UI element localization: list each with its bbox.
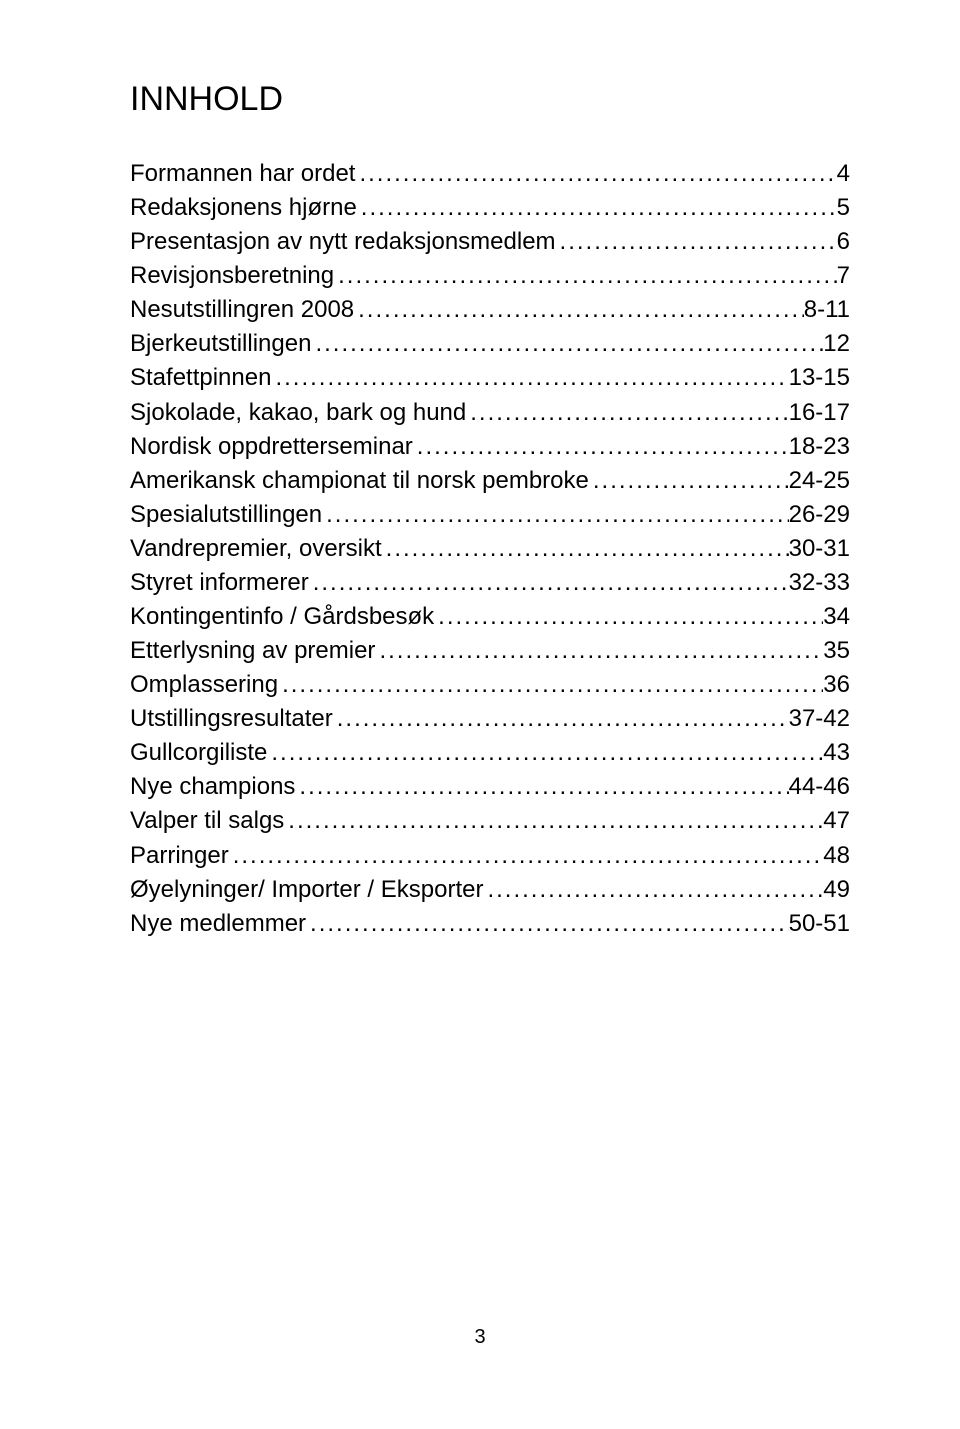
toc-label: Kontingentinfo / Gårdsbesøk xyxy=(130,600,434,634)
toc-row: Presentasjon av nytt redaksjonsmedlem 6 xyxy=(130,225,850,259)
toc-page: 34 xyxy=(823,600,850,634)
toc-row: Spesialutstillingen 26-29 xyxy=(130,498,850,532)
toc-row: Utstillingsresultater 37-42 xyxy=(130,702,850,736)
toc-label: Nye medlemmer xyxy=(130,907,306,941)
toc-dots xyxy=(434,600,823,634)
toc-page: 30-31 xyxy=(789,532,850,566)
toc-page: 47 xyxy=(823,804,850,838)
toc-row: Nye medlemmer 50-51 xyxy=(130,907,850,941)
toc-row: Bjerkeutstillingen 12 xyxy=(130,327,850,361)
toc-label: Omplassering xyxy=(130,668,278,702)
toc-page: 36 xyxy=(823,668,850,702)
toc-page: 5 xyxy=(837,191,850,225)
toc-label: Nordisk oppdretterseminar xyxy=(130,430,413,464)
toc-dots xyxy=(284,804,823,838)
toc-row: Nye champions 44-46 xyxy=(130,770,850,804)
toc-row: Parringer 48 xyxy=(130,839,850,873)
page-title: INNHOLD xyxy=(130,80,850,119)
toc-page: 4 xyxy=(837,157,850,191)
toc-dots xyxy=(267,736,823,770)
toc-dots xyxy=(322,498,788,532)
toc-label: Sjokolade, kakao, bark og hund xyxy=(130,396,466,430)
toc-page: 37-42 xyxy=(789,702,850,736)
toc-label: Styret informerer xyxy=(130,566,309,600)
toc-dots xyxy=(354,293,804,327)
toc-dots xyxy=(334,259,837,293)
toc-page: 24-25 xyxy=(789,464,850,498)
toc-label: Vandrepremier, oversikt xyxy=(130,532,382,566)
toc-label: Formannen har ordet xyxy=(130,157,355,191)
toc-label: Øyelyninger/ Importer / Eksporter xyxy=(130,873,483,907)
toc-page: 50-51 xyxy=(789,907,850,941)
toc-label: Redaksjonens hjørne xyxy=(130,191,357,225)
page-number: 3 xyxy=(0,1326,960,1349)
toc-row: Nordisk oppdretterseminar 18-23 xyxy=(130,430,850,464)
toc-dots xyxy=(556,225,837,259)
toc-label: Amerikansk championat til norsk pembroke xyxy=(130,464,589,498)
toc-row: Vandrepremier, oversikt 30-31 xyxy=(130,532,850,566)
toc-row: Gullcorgiliste 43 xyxy=(130,736,850,770)
toc-row: Øyelyninger/ Importer / Eksporter 49 xyxy=(130,873,850,907)
toc-dots xyxy=(271,361,788,395)
toc-dots xyxy=(306,907,789,941)
toc-dots xyxy=(466,396,788,430)
toc-dots xyxy=(333,702,789,736)
toc-page: 43 xyxy=(823,736,850,770)
toc-page: 32-33 xyxy=(789,566,850,600)
toc-page: 7 xyxy=(837,259,850,293)
toc-page: 35 xyxy=(823,634,850,668)
toc-label: Revisjonsberetning xyxy=(130,259,334,293)
toc-dots xyxy=(483,873,823,907)
toc-label: Stafettpinnen xyxy=(130,361,271,395)
toc-row: Omplassering 36 xyxy=(130,668,850,702)
toc-page: 26-29 xyxy=(789,498,850,532)
toc-page: 16-17 xyxy=(789,396,850,430)
toc-page: 6 xyxy=(837,225,850,259)
toc-label: Spesialutstillingen xyxy=(130,498,322,532)
toc-label: Valper til salgs xyxy=(130,804,284,838)
toc-row: Etterlysning av premier 35 xyxy=(130,634,850,668)
toc-page: 49 xyxy=(823,873,850,907)
toc-label: Etterlysning av premier xyxy=(130,634,375,668)
toc-row: Kontingentinfo / Gårdsbesøk 34 xyxy=(130,600,850,634)
toc-dots xyxy=(309,566,789,600)
toc-label: Gullcorgiliste xyxy=(130,736,267,770)
toc-label: Nesutstillingren 2008 xyxy=(130,293,354,327)
toc-dots xyxy=(357,191,837,225)
toc-dots xyxy=(355,157,836,191)
toc-row: Formannen har ordet 4 xyxy=(130,157,850,191)
toc-row: Valper til salgs 47 xyxy=(130,804,850,838)
toc-row: Amerikansk championat til norsk pembroke… xyxy=(130,464,850,498)
toc-label: Parringer xyxy=(130,839,229,873)
toc-dots xyxy=(382,532,789,566)
toc-label: Bjerkeutstillingen xyxy=(130,327,311,361)
toc-dots xyxy=(311,327,823,361)
toc-page: 48 xyxy=(823,839,850,873)
toc-page: 12 xyxy=(823,327,850,361)
toc-row: Styret informerer 32-33 xyxy=(130,566,850,600)
toc-page: 8-11 xyxy=(804,293,850,327)
toc-label: Presentasjon av nytt redaksjonsmedlem xyxy=(130,225,556,259)
toc-row: Revisjonsberetning 7 xyxy=(130,259,850,293)
toc-dots xyxy=(278,668,823,702)
toc-label: Nye champions xyxy=(130,770,295,804)
toc-dots xyxy=(413,430,789,464)
toc-dots xyxy=(295,770,788,804)
table-of-contents: Formannen har ordet 4 Redaksjonens hjørne 5… xyxy=(130,157,850,941)
toc-page: 18-23 xyxy=(789,430,850,464)
toc-page: 44-46 xyxy=(789,770,850,804)
toc-row: Nesutstillingren 2008 8-11 xyxy=(130,293,850,327)
toc-dots xyxy=(589,464,789,498)
toc-row: Stafettpinnen 13-15 xyxy=(130,361,850,395)
toc-row: Sjokolade, kakao, bark og hund 16-17 xyxy=(130,396,850,430)
toc-label: Utstillingsresultater xyxy=(130,702,333,736)
toc-page: 13-15 xyxy=(789,361,850,395)
toc-dots xyxy=(375,634,823,668)
toc-dots xyxy=(229,839,824,873)
toc-row: Redaksjonens hjørne 5 xyxy=(130,191,850,225)
